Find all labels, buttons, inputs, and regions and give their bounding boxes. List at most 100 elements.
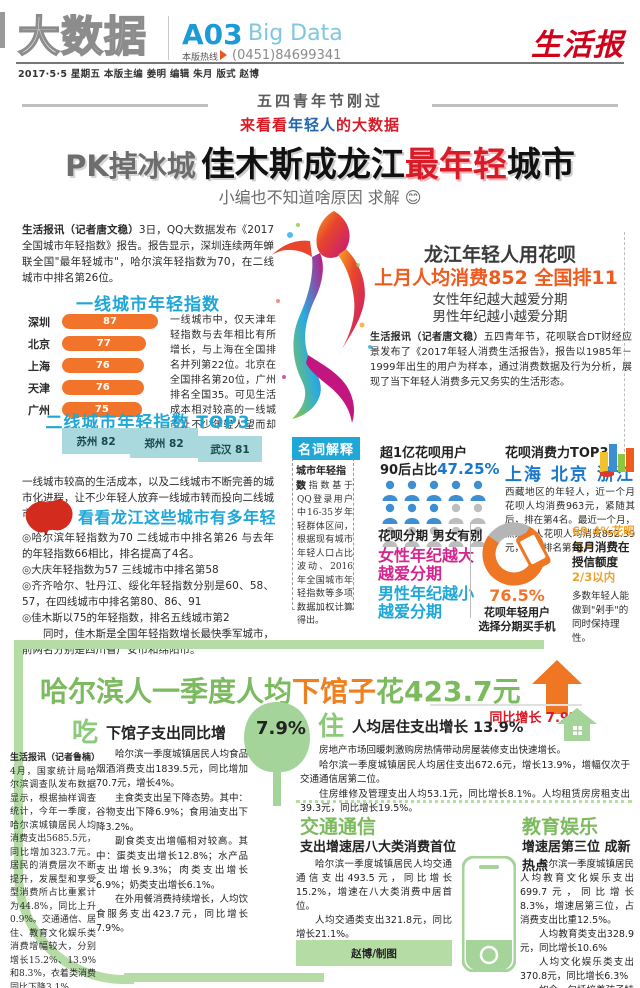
headline-pk: PK掉冰城 (65, 149, 196, 183)
tier1-bar-chart: 深圳 87 北京 77 上海 76 天津 76 广州 75 (28, 313, 158, 423)
newspaper-brand: 生活报 (531, 28, 624, 63)
bar-label: 天津 (28, 381, 50, 395)
education-p3: 人均文化娱乐类支出370.8元，同比增长6.3% (520, 957, 634, 982)
live-body: 房地产市场回暖刺激购房热情带动房屋装修支出快速增长。 哈尔滨一季度城镇居民人均居… (300, 744, 630, 817)
instalment-male-line1: 男性年纪越小 (378, 584, 475, 603)
tier2-box: 苏州 82 (62, 428, 130, 454)
masthead-english-title: Big Data (248, 21, 343, 46)
bar-track: 87 (62, 314, 158, 329)
bar-row: 上海 76 (28, 357, 158, 374)
credit-line4: 2/3以内 (572, 570, 616, 584)
live-title: 人均居住支出增长 13.9% (352, 720, 524, 736)
bar-fill: 77 (62, 336, 146, 351)
tier2-label: 郑州 82 (144, 437, 184, 450)
huabei-users-line2: 90后占比47.25% (380, 459, 500, 478)
credit-commentary: 多数年轻人能做到"剁手"的同时保持理性。 (572, 591, 630, 644)
bar-fill: 75 (62, 402, 142, 417)
lj-item: ◎哈尔滨年轻指数为70 二线城市中排名第26 与去年的年轻指数66相比，排名提高… (22, 532, 274, 560)
kicker-rule-left (22, 104, 208, 107)
eat-body: 哈尔滨一季度城镇居民人均食品烟酒消费支出1839.5元，同比增加70.7元，增长… (96, 748, 248, 937)
hotline-number: (0451)84699341 (232, 48, 342, 63)
kicker-line2: 来看看年轻人的大数据 (208, 114, 432, 135)
credit-line3: 授信额度 (572, 555, 618, 569)
dateline: 2017·5·5 星期五 本版主编 姜明 编辑 朱月 版式 赵博 (18, 69, 260, 80)
education-title: 教育娱乐 (522, 816, 599, 838)
person-icon-filled (448, 480, 464, 501)
up-arrow-icon (532, 660, 582, 714)
bar-track: 75 (62, 402, 158, 417)
bar-fill: 76 (62, 358, 144, 373)
eat-p4: 在外用餐消费持续增长，人均饮食服务支出423.7元，同比增长7.9%。 (96, 894, 249, 934)
heilongjiang-map-icon (22, 494, 78, 536)
bar-row: 深圳 87 (28, 313, 158, 330)
bar-row: 北京 77 (28, 335, 158, 352)
phone-instalment-donut-chart (478, 520, 556, 588)
bar-value: 76 (95, 360, 110, 371)
lead2-body: 4月，国家统计局哈尔滨调查队发布数据显示，根据抽样调查统计，今年一季度，哈尔滨城… (10, 766, 96, 988)
person-icon-muted (382, 526, 398, 547)
tier2-bar-chart: 苏州 82 郑州 82 武汉 81 (62, 428, 262, 470)
person-icon-muted (448, 503, 464, 524)
headline-highlight: 最年轻 (404, 145, 507, 185)
masthead-logo: 大数据 (17, 12, 148, 61)
lj-item: ◎佳木斯以75的年轻指数，排名五线城市第2 (22, 612, 230, 624)
donut-caption-line1: 花呗年轻用户 (484, 606, 550, 619)
bar-fill: 76 (62, 380, 144, 395)
huabei-title: 龙江年轻人用花呗 (423, 244, 576, 266)
eat-icon-char: 吃 (72, 718, 99, 748)
glossary-tab: 名词解释 (292, 437, 361, 460)
headline-tail: 城市 (506, 145, 575, 185)
huabei-source: 生活报讯（记者唐文稳） (370, 332, 484, 343)
kicker-line1: 五四青年节刚过 (256, 92, 383, 110)
secondary-lead-paragraph: 生活报讯（记者鲁楠） 4月，国家统计局哈尔滨调查队发布数据显示，根据抽样调查统计，… (10, 752, 100, 988)
live-icon-char: 住 (318, 712, 345, 742)
glossary-box (292, 458, 354, 610)
banner-seg2: 下馆子 (292, 675, 377, 708)
masthead-left-bar (0, 12, 5, 48)
lead-body: 3日，QQ大数据发布《2017全国城市年轻指数》报告。报告显示，深圳连续两年蝉联… (22, 224, 274, 284)
tier2-box: 武汉 81 (198, 436, 262, 462)
huabei-body: 五四青年节，花呗联合DT财经应景发布了《2017年轻人消费生活报告》，报告以19… (370, 332, 633, 388)
bar-value: 87 (103, 316, 117, 327)
person-icon-filled (426, 480, 442, 501)
kicker-seg-2: 年轻人 (287, 116, 336, 134)
education-p2: 人均教育类支出328.9元，同比增长10.6% (520, 929, 634, 954)
glossary-heading: 城市年轻指数 (296, 466, 346, 492)
banner-growth-label: 同比增长 7.9% (489, 711, 582, 726)
credit-line2: 每月消费在 (572, 540, 630, 554)
person-icon-filled (382, 480, 398, 501)
instalment-male-line2: 越爱分期 (378, 602, 443, 621)
banner-seg1: 哈尔滨人一季度人均 (40, 675, 293, 708)
bar-value: 75 (94, 404, 109, 415)
tier2-box: 郑州 82 (130, 428, 198, 458)
huabei-users-line1: 超1亿花呗用户 (380, 446, 468, 461)
person-icon-filled (382, 503, 398, 524)
instalment-heading: 花呗分期 男女有别 (378, 528, 483, 543)
hotline-label: 本版热线 (182, 53, 219, 63)
tier2-label: 武汉 81 (210, 443, 250, 456)
lead-source: 生活报讯（记者唐文稳） (22, 224, 139, 236)
tier2-label: 苏州 82 (76, 435, 116, 448)
credit-line1: 69.4%花呗用户 (572, 524, 635, 554)
bar-track: 76 (62, 358, 158, 373)
dancer-illustration (262, 205, 392, 435)
vertical-dashed-rule (624, 232, 625, 462)
dotted-separator (296, 800, 632, 803)
bar-track: 76 (62, 380, 158, 395)
live-p3: 住房维修及管理支出人均53.1元，同比增长8.1%。人均租赁房房租支出39.3元… (300, 788, 630, 815)
house-icon (556, 706, 598, 742)
person-icon-filled (470, 480, 486, 501)
banner-underline (430, 704, 582, 706)
bottom-green-frame (14, 640, 626, 984)
frame-left-bar (14, 640, 23, 710)
tier1-chart-title: 一线城市年轻指数 (76, 295, 220, 315)
bar-track: 77 (62, 336, 158, 351)
people-pictogram (380, 480, 500, 549)
pictogram-row (380, 480, 500, 502)
instalment-divider (470, 522, 471, 618)
lj-item: ◎大庆年轻指数为57 三线城市中排名第58 (22, 564, 219, 576)
frame-bottom-bar (124, 973, 324, 982)
instalment-female-line1: 女性年纪越大 (378, 546, 475, 565)
donut-caption-line2: 选择分期买手机 (478, 620, 556, 633)
eat-p2: 主食类支出呈下降态势。其中：谷物支出下降6.9%；食用油支出下降3.2%。 (96, 792, 249, 833)
